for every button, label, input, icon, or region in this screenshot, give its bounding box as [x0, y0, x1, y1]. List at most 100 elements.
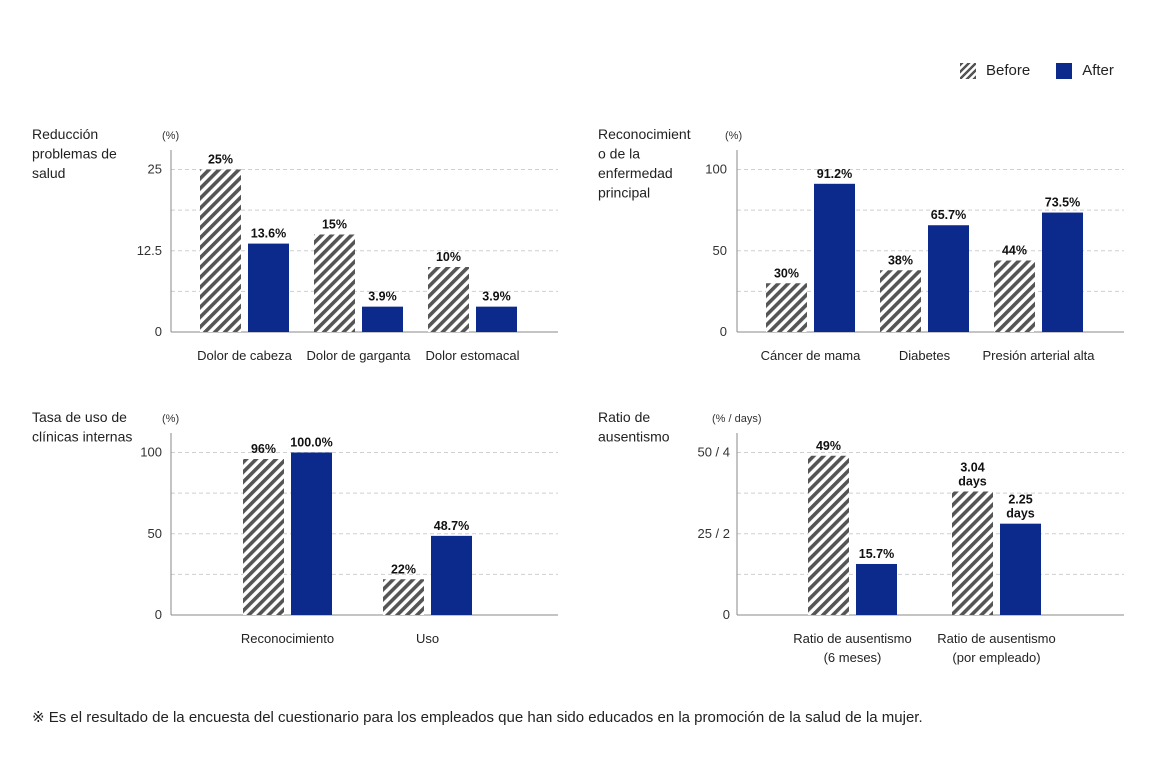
bar-before [243, 459, 284, 615]
chart-title: Ratio de ausentismo [598, 409, 670, 445]
bar-after [1000, 523, 1041, 615]
bar-before [766, 283, 807, 332]
data-label-line: 10% [436, 250, 461, 264]
category-label: Dolor de garganta [306, 348, 411, 363]
y-unit-label: (%) [725, 130, 742, 142]
chart-title: Tasa de uso de clínicas internas [32, 409, 132, 445]
chart-title-line: Reconocimient [598, 126, 691, 142]
chart-title-line: Tasa de uso de [32, 409, 127, 425]
data-label-line: 3.04 [960, 461, 984, 475]
data-label-line: 100.0% [290, 436, 332, 450]
data-label-line: 96% [251, 442, 276, 456]
data-label: 91.2% [817, 167, 852, 181]
chart-title-line: ausentismo [598, 429, 670, 445]
category-label: Ratio de ausentismo (por empleado) [937, 631, 1056, 665]
data-label-line: 49% [816, 439, 841, 453]
legend-label-after: After [1082, 62, 1114, 79]
data-label: 96% [251, 442, 276, 456]
chart-title-line: principal [598, 185, 650, 201]
bar-before [880, 270, 921, 332]
category-label-line: Dolor de garganta [306, 348, 411, 363]
data-label: 2.25 days [1006, 493, 1035, 521]
data-label-line: 25% [208, 153, 233, 167]
bar-after [248, 243, 289, 332]
y-unit-label: (%) [162, 130, 179, 142]
chart-health-reduction: Reducción problemas de salud (%) 0 12.5 25 25% 1… [32, 126, 558, 363]
chart-title-line: problemas de [32, 146, 117, 162]
legend-item-before: Before [960, 62, 1030, 79]
bar-before [428, 267, 469, 332]
chart-absenteeism: Ratio de ausentismo (% / days) 0 25 / 2 50 / … [598, 409, 1124, 665]
category-label-line: Ratio de ausentismo [937, 631, 1056, 646]
data-label: 25% [208, 153, 233, 167]
data-label-line: 44% [1002, 244, 1027, 258]
data-label-line: 30% [774, 266, 799, 280]
legend-item-after: After [1056, 62, 1114, 79]
category-label-line: Cáncer de mama [761, 348, 861, 363]
y-unit-label: (%) [162, 413, 179, 425]
data-label: 49% [816, 439, 841, 453]
data-label-line: 73.5% [1045, 196, 1080, 210]
chart-title-line: o de la [598, 146, 640, 162]
bar-before [383, 579, 424, 615]
y-tick-label: 100 [705, 162, 727, 177]
bar-before [200, 169, 241, 332]
category-label: Dolor de cabeza [197, 348, 292, 363]
category-label-line: Uso [416, 631, 439, 646]
chart-title-line: salud [32, 165, 65, 181]
y-unit-label: (% / days) [712, 413, 762, 425]
chart-clinic-usage: Tasa de uso de clínicas internas (%) 0 50 100… [32, 409, 558, 646]
bar-after [928, 225, 969, 332]
data-label-line: 15% [322, 218, 347, 232]
y-tick-label: 50 [713, 243, 727, 258]
y-tick-label: 50 [148, 526, 162, 541]
chart-title-line: Reducción [32, 126, 98, 142]
category-label-line: Presión arterial alta [983, 348, 1096, 363]
data-label: 30% [774, 266, 799, 280]
category-label: Diabetes [899, 348, 951, 363]
data-label: 10% [436, 250, 461, 264]
data-label: 13.6% [251, 227, 286, 241]
category-label-line: Diabetes [899, 348, 951, 363]
chart-title-line: clínicas internas [32, 429, 132, 445]
data-label: 3.9% [482, 290, 511, 304]
y-tick-label: 25 [148, 162, 162, 177]
category-label: Reconocimiento [241, 631, 334, 646]
data-label-line: 15.7% [859, 547, 894, 561]
bar-after [814, 183, 855, 332]
data-label: 65.7% [931, 208, 966, 222]
bar-after [856, 563, 897, 615]
bar-after [431, 535, 472, 615]
y-tick-label: 12.5 [137, 243, 162, 258]
legend: Before After [960, 62, 1140, 79]
legend-label-before: Before [986, 62, 1031, 79]
chart-title-line: Ratio de [598, 409, 650, 425]
category-label-line: Dolor estomacal [426, 348, 520, 363]
y-tick-label: 0 [155, 324, 162, 339]
legend-swatch-before [960, 62, 976, 79]
category-label: Dolor estomacal [426, 348, 520, 363]
chart-title: Reducción problemas de salud [32, 126, 117, 181]
bar-after [291, 452, 332, 615]
y-tick-label: 0 [723, 607, 730, 622]
data-label-line: 2.25 [1008, 493, 1032, 507]
data-label-line: 22% [391, 562, 416, 576]
category-label: Uso [416, 631, 439, 646]
data-label-line: 3.9% [368, 290, 397, 304]
chart-title-line: enfermedad [598, 165, 673, 181]
y-tick-label: 0 [155, 607, 162, 622]
y-tick-label: 50 / 4 [697, 445, 730, 460]
chart-title: Reconocimient o de la enfermedad principal [598, 126, 691, 201]
data-label: 15% [322, 218, 347, 232]
bar-before [808, 455, 849, 615]
category-label: Cáncer de mama [761, 348, 861, 363]
data-label-line: 3.9% [482, 290, 511, 304]
data-label: 22% [391, 562, 416, 576]
category-label-line: Reconocimiento [241, 631, 334, 646]
category-label-line: Dolor de cabeza [197, 348, 292, 363]
y-tick-label: 0 [720, 324, 727, 339]
category-label: Presión arterial alta [983, 348, 1096, 363]
data-label: 100.0% [290, 436, 332, 450]
data-label: 44% [1002, 244, 1027, 258]
category-label-line: (por empleado) [952, 650, 1040, 665]
